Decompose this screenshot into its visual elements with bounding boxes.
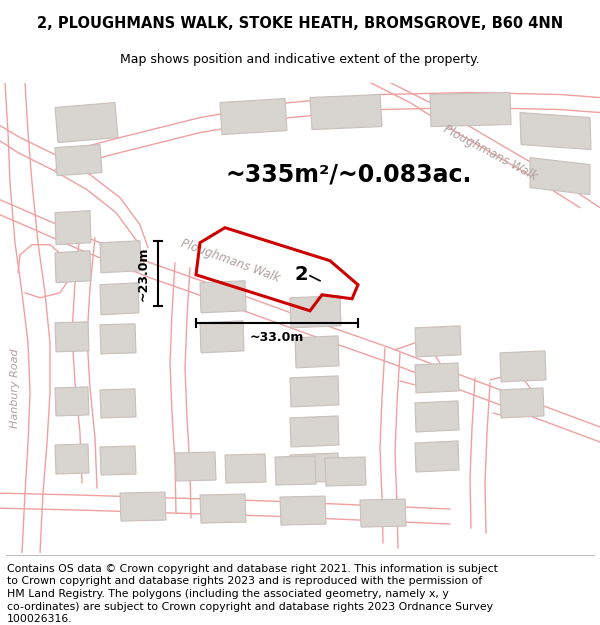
Polygon shape: [55, 211, 91, 245]
Polygon shape: [310, 94, 382, 129]
Polygon shape: [220, 99, 287, 134]
Polygon shape: [100, 446, 136, 475]
Text: to Crown copyright and database rights 2023 and is reproduced with the permissio: to Crown copyright and database rights 2…: [7, 576, 482, 586]
Polygon shape: [280, 496, 326, 525]
Polygon shape: [100, 389, 136, 418]
Polygon shape: [520, 112, 591, 149]
Polygon shape: [200, 281, 246, 312]
Polygon shape: [530, 158, 590, 194]
Text: ~33.0m: ~33.0m: [250, 331, 304, 344]
Polygon shape: [200, 321, 244, 353]
Polygon shape: [415, 326, 461, 357]
Polygon shape: [290, 296, 341, 328]
Text: Contains OS data © Crown copyright and database right 2021. This information is : Contains OS data © Crown copyright and d…: [7, 564, 498, 574]
Text: 2, PLOUGHMANS WALK, STOKE HEATH, BROMSGROVE, B60 4NN: 2, PLOUGHMANS WALK, STOKE HEATH, BROMSGR…: [37, 16, 563, 31]
Polygon shape: [55, 144, 102, 176]
Polygon shape: [55, 322, 89, 352]
Polygon shape: [100, 241, 141, 272]
Polygon shape: [415, 401, 459, 432]
Polygon shape: [120, 492, 166, 521]
Polygon shape: [175, 452, 216, 481]
Polygon shape: [430, 92, 511, 126]
Polygon shape: [55, 387, 89, 416]
Polygon shape: [415, 441, 459, 472]
Polygon shape: [225, 454, 266, 483]
Polygon shape: [55, 102, 118, 142]
Text: ~23.0m: ~23.0m: [137, 246, 150, 301]
Polygon shape: [100, 282, 139, 315]
Polygon shape: [200, 494, 246, 523]
Polygon shape: [500, 388, 544, 418]
Text: co-ordinates) are subject to Crown copyright and database rights 2023 Ordnance S: co-ordinates) are subject to Crown copyr…: [7, 602, 493, 612]
Polygon shape: [500, 351, 546, 382]
Text: HM Land Registry. The polygons (including the associated geometry, namely x, y: HM Land Registry. The polygons (includin…: [7, 589, 449, 599]
Polygon shape: [55, 444, 89, 474]
Polygon shape: [290, 453, 339, 483]
Text: Ploughmans Walk: Ploughmans Walk: [179, 237, 281, 285]
Polygon shape: [100, 324, 136, 354]
Text: Hanbury Road: Hanbury Road: [10, 348, 20, 428]
Text: Ploughmans Walk: Ploughmans Walk: [441, 122, 539, 183]
Polygon shape: [290, 376, 339, 407]
Text: Map shows position and indicative extent of the property.: Map shows position and indicative extent…: [120, 53, 480, 66]
Polygon shape: [295, 336, 339, 368]
Text: ~335m²/~0.083ac.: ~335m²/~0.083ac.: [225, 162, 472, 187]
Polygon shape: [55, 251, 91, 282]
Polygon shape: [290, 416, 339, 447]
Text: 100026316.: 100026316.: [7, 614, 73, 624]
Polygon shape: [275, 456, 316, 485]
Polygon shape: [360, 499, 406, 527]
Polygon shape: [415, 363, 459, 393]
Polygon shape: [325, 457, 366, 486]
Text: 2: 2: [295, 265, 308, 284]
